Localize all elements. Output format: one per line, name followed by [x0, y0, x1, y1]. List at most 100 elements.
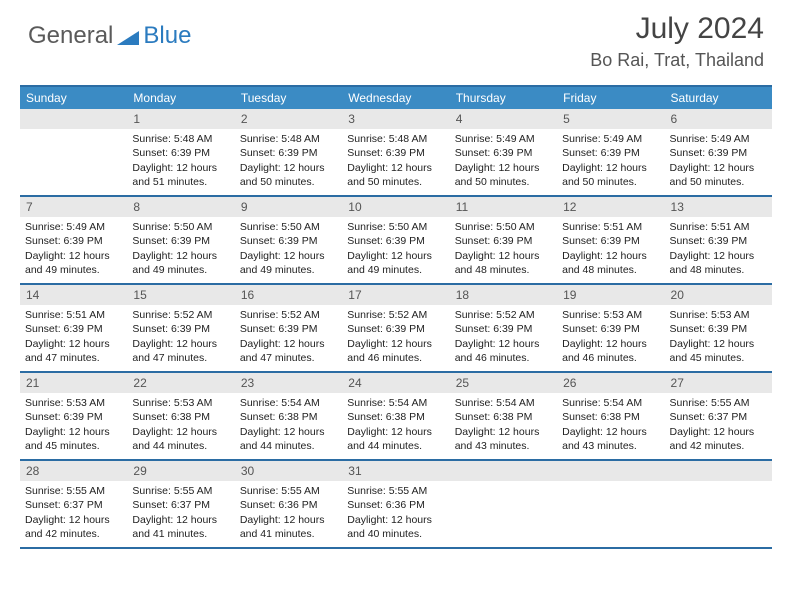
calendar-cell: 26Sunrise: 5:54 AMSunset: 6:38 PMDayligh…	[557, 373, 664, 459]
cell-body: Sunrise: 5:55 AMSunset: 6:37 PMDaylight:…	[127, 481, 234, 546]
sunset-line: Sunset: 6:36 PM	[240, 498, 337, 512]
calendar-cell: 11Sunrise: 5:50 AMSunset: 6:39 PMDayligh…	[450, 197, 557, 283]
sunset-line: Sunset: 6:39 PM	[455, 146, 552, 160]
day-number: 2	[235, 109, 342, 129]
sunrise-line: Sunrise: 5:49 AM	[562, 132, 659, 146]
calendar-cell	[665, 461, 772, 547]
sunset-line: Sunset: 6:39 PM	[455, 234, 552, 248]
logo-triangle-icon	[117, 27, 139, 45]
calendar-cell: 8Sunrise: 5:50 AMSunset: 6:39 PMDaylight…	[127, 197, 234, 283]
sunrise-line: Sunrise: 5:52 AM	[132, 308, 229, 322]
day-number: 26	[557, 373, 664, 393]
sunset-line: Sunset: 6:39 PM	[240, 146, 337, 160]
daylight-line: Daylight: 12 hours and 49 minutes.	[347, 249, 444, 277]
cell-body: Sunrise: 5:55 AMSunset: 6:36 PMDaylight:…	[235, 481, 342, 546]
day-number: 14	[20, 285, 127, 305]
sunrise-line: Sunrise: 5:48 AM	[347, 132, 444, 146]
sunrise-line: Sunrise: 5:55 AM	[132, 484, 229, 498]
daylight-line: Daylight: 12 hours and 45 minutes.	[670, 337, 767, 365]
daylight-line: Daylight: 12 hours and 50 minutes.	[240, 161, 337, 189]
calendar: SundayMondayTuesdayWednesdayThursdayFrid…	[20, 85, 772, 549]
month-title: July 2024	[590, 12, 764, 46]
sunrise-line: Sunrise: 5:54 AM	[455, 396, 552, 410]
day-number: 23	[235, 373, 342, 393]
logo-text-1: General	[28, 22, 113, 50]
cell-body: Sunrise: 5:55 AMSunset: 6:36 PMDaylight:…	[342, 481, 449, 546]
sunset-line: Sunset: 6:39 PM	[670, 146, 767, 160]
cell-body: Sunrise: 5:52 AMSunset: 6:39 PMDaylight:…	[342, 305, 449, 370]
day-header-cell: Thursday	[450, 87, 557, 109]
cell-body: Sunrise: 5:53 AMSunset: 6:39 PMDaylight:…	[557, 305, 664, 370]
cell-body: Sunrise: 5:55 AMSunset: 6:37 PMDaylight:…	[665, 393, 772, 458]
sunset-line: Sunset: 6:39 PM	[240, 322, 337, 336]
sunset-line: Sunset: 6:39 PM	[670, 322, 767, 336]
cell-body: Sunrise: 5:50 AMSunset: 6:39 PMDaylight:…	[127, 217, 234, 282]
calendar-week: 7Sunrise: 5:49 AMSunset: 6:39 PMDaylight…	[20, 197, 772, 285]
calendar-cell: 7Sunrise: 5:49 AMSunset: 6:39 PMDaylight…	[20, 197, 127, 283]
day-number: 29	[127, 461, 234, 481]
calendar-cell: 24Sunrise: 5:54 AMSunset: 6:38 PMDayligh…	[342, 373, 449, 459]
day-number: 27	[665, 373, 772, 393]
day-number: 11	[450, 197, 557, 217]
sunset-line: Sunset: 6:39 PM	[25, 234, 122, 248]
day-number: 19	[557, 285, 664, 305]
cell-body: Sunrise: 5:53 AMSunset: 6:39 PMDaylight:…	[665, 305, 772, 370]
cell-body: Sunrise: 5:50 AMSunset: 6:39 PMDaylight:…	[342, 217, 449, 282]
calendar-cell: 14Sunrise: 5:51 AMSunset: 6:39 PMDayligh…	[20, 285, 127, 371]
day-number: 16	[235, 285, 342, 305]
calendar-cell: 30Sunrise: 5:55 AMSunset: 6:36 PMDayligh…	[235, 461, 342, 547]
calendar-cell: 18Sunrise: 5:52 AMSunset: 6:39 PMDayligh…	[450, 285, 557, 371]
sunrise-line: Sunrise: 5:49 AM	[25, 220, 122, 234]
location-text: Bo Rai, Trat, Thailand	[590, 50, 764, 71]
day-number: 31	[342, 461, 449, 481]
daylight-line: Daylight: 12 hours and 50 minutes.	[455, 161, 552, 189]
sunset-line: Sunset: 6:37 PM	[132, 498, 229, 512]
sunset-line: Sunset: 6:39 PM	[25, 322, 122, 336]
sunset-line: Sunset: 6:39 PM	[562, 234, 659, 248]
sunset-line: Sunset: 6:39 PM	[25, 410, 122, 424]
day-number: 15	[127, 285, 234, 305]
day-header-cell: Monday	[127, 87, 234, 109]
calendar-cell: 23Sunrise: 5:54 AMSunset: 6:38 PMDayligh…	[235, 373, 342, 459]
sunrise-line: Sunrise: 5:49 AM	[455, 132, 552, 146]
calendar-cell: 31Sunrise: 5:55 AMSunset: 6:36 PMDayligh…	[342, 461, 449, 547]
day-number: 9	[235, 197, 342, 217]
daylight-line: Daylight: 12 hours and 42 minutes.	[670, 425, 767, 453]
daylight-line: Daylight: 12 hours and 48 minutes.	[562, 249, 659, 277]
sunset-line: Sunset: 6:38 PM	[562, 410, 659, 424]
day-number: 1	[127, 109, 234, 129]
sunset-line: Sunset: 6:39 PM	[562, 322, 659, 336]
day-number: 5	[557, 109, 664, 129]
day-number: 24	[342, 373, 449, 393]
calendar-week: 1Sunrise: 5:48 AMSunset: 6:39 PMDaylight…	[20, 109, 772, 197]
sunrise-line: Sunrise: 5:51 AM	[670, 220, 767, 234]
daylight-line: Daylight: 12 hours and 50 minutes.	[562, 161, 659, 189]
day-number: 13	[665, 197, 772, 217]
calendar-cell: 15Sunrise: 5:52 AMSunset: 6:39 PMDayligh…	[127, 285, 234, 371]
calendar-week: 14Sunrise: 5:51 AMSunset: 6:39 PMDayligh…	[20, 285, 772, 373]
sunrise-line: Sunrise: 5:50 AM	[132, 220, 229, 234]
cell-body: Sunrise: 5:55 AMSunset: 6:37 PMDaylight:…	[20, 481, 127, 546]
calendar-cell: 6Sunrise: 5:49 AMSunset: 6:39 PMDaylight…	[665, 109, 772, 195]
day-header-row: SundayMondayTuesdayWednesdayThursdayFrid…	[20, 87, 772, 109]
sunrise-line: Sunrise: 5:49 AM	[670, 132, 767, 146]
cell-body: Sunrise: 5:53 AMSunset: 6:38 PMDaylight:…	[127, 393, 234, 458]
day-header-cell: Sunday	[20, 87, 127, 109]
cell-body: Sunrise: 5:50 AMSunset: 6:39 PMDaylight:…	[235, 217, 342, 282]
day-number: 17	[342, 285, 449, 305]
cell-body: Sunrise: 5:54 AMSunset: 6:38 PMDaylight:…	[450, 393, 557, 458]
calendar-cell: 5Sunrise: 5:49 AMSunset: 6:39 PMDaylight…	[557, 109, 664, 195]
daylight-line: Daylight: 12 hours and 50 minutes.	[347, 161, 444, 189]
daylight-line: Daylight: 12 hours and 41 minutes.	[240, 513, 337, 541]
logo: General Blue	[28, 12, 191, 50]
calendar-cell: 16Sunrise: 5:52 AMSunset: 6:39 PMDayligh…	[235, 285, 342, 371]
sunset-line: Sunset: 6:36 PM	[347, 498, 444, 512]
day-number: 7	[20, 197, 127, 217]
sunrise-line: Sunrise: 5:50 AM	[240, 220, 337, 234]
cell-body: Sunrise: 5:49 AMSunset: 6:39 PMDaylight:…	[665, 129, 772, 194]
daylight-line: Daylight: 12 hours and 49 minutes.	[240, 249, 337, 277]
day-header-cell: Friday	[557, 87, 664, 109]
daylight-line: Daylight: 12 hours and 50 minutes.	[670, 161, 767, 189]
calendar-cell: 28Sunrise: 5:55 AMSunset: 6:37 PMDayligh…	[20, 461, 127, 547]
sunset-line: Sunset: 6:39 PM	[670, 234, 767, 248]
